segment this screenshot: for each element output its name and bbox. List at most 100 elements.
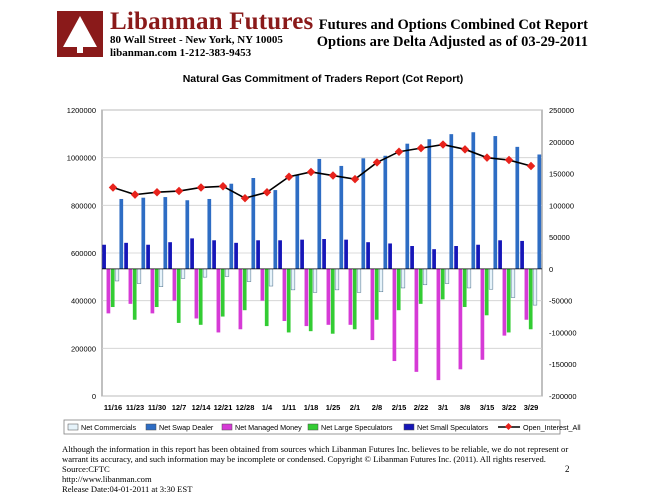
right-axis-tick-label: -200000 (549, 392, 577, 401)
bar-net-small-speculators (454, 246, 458, 269)
bar-net-swap-dealer (427, 139, 432, 269)
bar-net-commercials (466, 268, 472, 289)
right-axis-tick-label: 250000 (549, 106, 574, 115)
bar-net-large-speculators (528, 268, 533, 330)
chart-title: Natural Gas Commitment of Traders Report… (183, 73, 464, 85)
bar-net-managed-money (260, 268, 265, 301)
bar-net-managed-money (238, 268, 243, 330)
x-axis-tick-label: 11/16 (104, 403, 122, 412)
legend-net-large-speculators-label: Net Large Speculators (321, 423, 393, 432)
bar-net-commercials (136, 268, 142, 284)
x-axis-tick-label: 12/14 (192, 403, 212, 412)
bar-net-large-speculators (418, 268, 423, 304)
bar-net-small-speculators (366, 242, 370, 269)
bar-net-large-speculators (484, 268, 489, 316)
bar-net-managed-money (304, 268, 309, 327)
bar-net-small-speculators (234, 242, 238, 269)
bar-net-managed-money (282, 268, 287, 322)
bar-net-managed-money (128, 268, 133, 304)
footer: Although the information in this report … (62, 444, 592, 494)
x-axis-tick-label: 12/21 (214, 403, 233, 412)
bar-net-managed-money (194, 268, 199, 319)
open-interest-point (152, 187, 162, 197)
bar-net-swap-dealer (361, 158, 366, 269)
x-axis-tick-label: 3/15 (480, 403, 495, 412)
legend-open-interest-marker (504, 422, 513, 431)
bar-net-large-speculators (352, 268, 357, 330)
bar-net-commercials (180, 268, 186, 279)
bar-net-swap-dealer (229, 183, 234, 269)
bar-net-swap-dealer (251, 178, 256, 269)
bar-net-commercials (312, 268, 318, 293)
footer-url[interactable]: http://www.libanman.com (62, 474, 152, 484)
bar-net-small-speculators (278, 240, 282, 269)
open-interest-point (350, 174, 360, 184)
legend-net-swap-dealer-swatch (145, 423, 157, 431)
open-interest-point (306, 167, 316, 177)
bar-net-small-speculators (124, 242, 128, 269)
bar-net-swap-dealer (471, 132, 476, 269)
x-axis-tick-label: 1/4 (262, 403, 273, 412)
bar-net-small-speculators (388, 243, 392, 269)
legend-net-small-speculators-swatch (403, 423, 415, 431)
legend-net-managed-money-label: Net Managed Money (235, 423, 302, 432)
bar-net-managed-money (172, 268, 177, 301)
right-axis-tick-label: -150000 (549, 360, 577, 369)
bar-net-swap-dealer (141, 197, 146, 269)
bar-net-commercials (532, 268, 538, 306)
legend-net-commercials-label: Net Commercials (81, 423, 137, 432)
bar-net-large-speculators (286, 268, 291, 333)
bar-net-swap-dealer (317, 158, 322, 269)
bar-net-large-speculators (440, 268, 445, 300)
bar-net-managed-money (436, 268, 441, 381)
bar-net-small-speculators (432, 249, 436, 269)
open-interest-point (394, 147, 404, 156)
bar-net-managed-money (524, 268, 529, 320)
legend-net-managed-money-swatch (221, 423, 233, 431)
bar-net-managed-money (370, 268, 375, 341)
bar-net-swap-dealer (493, 136, 498, 269)
footer-disclaimer: Although the information in this report … (62, 444, 569, 474)
open-interest-point (130, 190, 140, 199)
bar-net-small-speculators (168, 242, 172, 269)
bar-net-commercials (268, 268, 274, 287)
bar-net-large-speculators (220, 268, 225, 317)
x-axis-tick-label: 12/28 (236, 403, 255, 412)
bar-net-managed-money (502, 268, 507, 336)
bar-net-commercials (400, 268, 406, 289)
legend-net-small-speculators-label: Net Small Speculators (417, 423, 489, 432)
open-interest-point (416, 143, 426, 153)
bar-net-commercials (422, 268, 428, 286)
bar-net-small-speculators (146, 244, 150, 269)
bar-net-small-speculators (520, 240, 524, 269)
bar-net-swap-dealer (339, 165, 344, 269)
bar-net-commercials (510, 268, 516, 298)
bar-net-swap-dealer (185, 200, 190, 269)
bar-net-small-speculators (190, 238, 194, 269)
x-axis-tick-label: 1/25 (326, 403, 341, 412)
bar-net-swap-dealer (537, 154, 542, 269)
bar-net-commercials (290, 268, 296, 291)
bar-net-large-speculators (264, 268, 269, 327)
left-axis-tick-label: 1200000 (67, 106, 96, 115)
bar-net-large-speculators (176, 268, 181, 323)
open-interest-point (482, 153, 492, 162)
bar-net-commercials (202, 268, 208, 278)
report-title-line2: Options are Delta Adjusted as of 03-29-2… (316, 34, 588, 50)
bar-net-commercials (334, 268, 340, 291)
bar-net-small-speculators (212, 240, 216, 269)
bar-net-large-speculators (374, 268, 379, 320)
bar-net-swap-dealer (383, 155, 388, 269)
legend-net-commercials-swatch (67, 423, 79, 431)
left-axis-tick-label: 1000000 (67, 154, 96, 163)
bar-net-small-speculators (256, 240, 260, 269)
bar-net-large-speculators (132, 268, 137, 320)
open-interest-point (240, 193, 250, 203)
bar-net-small-speculators (102, 244, 106, 269)
right-axis-tick-label: -100000 (549, 328, 577, 337)
right-axis-tick-label: 50000 (549, 233, 570, 242)
bar-net-large-speculators (308, 268, 313, 332)
bar-net-managed-money (150, 268, 155, 314)
bar-net-swap-dealer (449, 134, 454, 269)
